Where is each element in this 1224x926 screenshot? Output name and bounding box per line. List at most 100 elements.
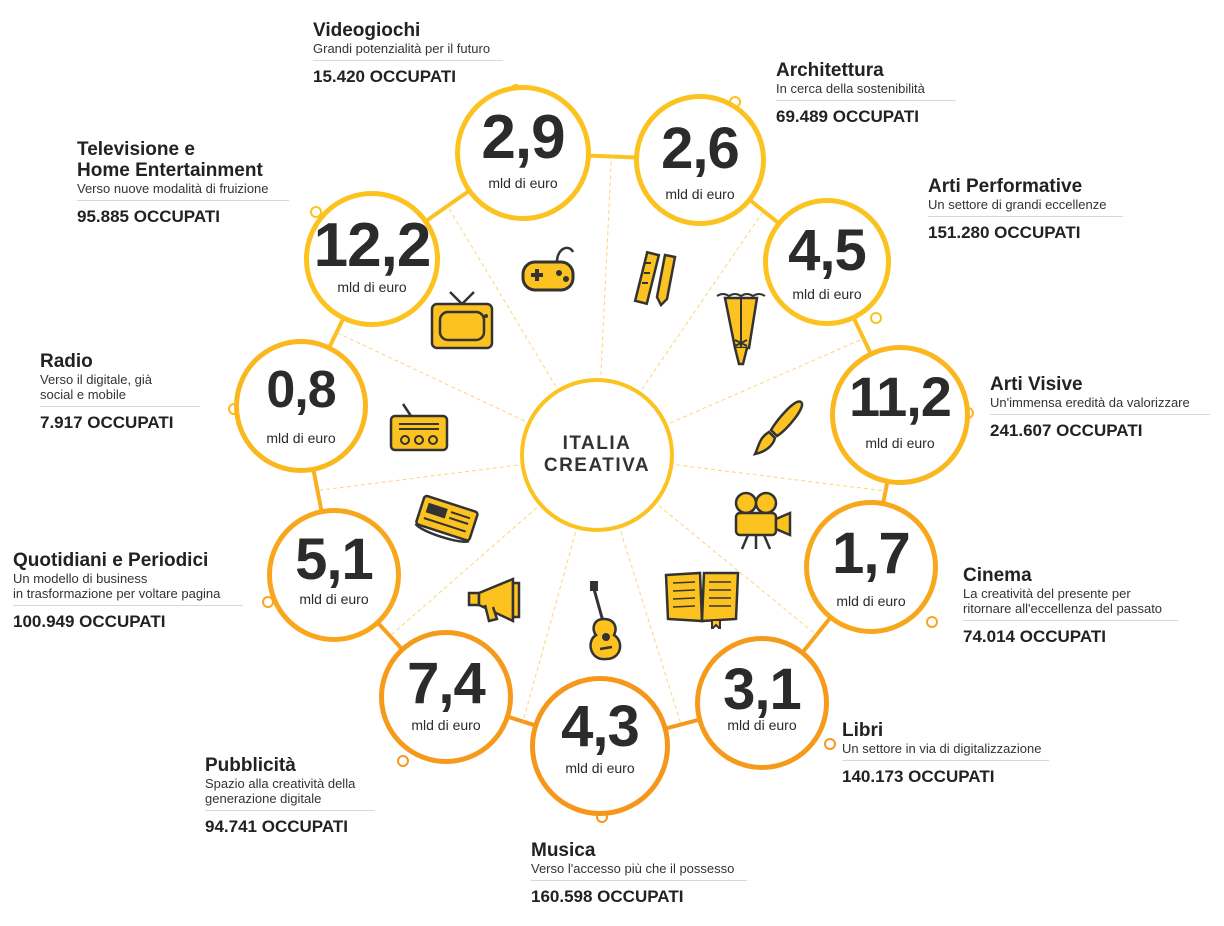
label-divider	[776, 100, 956, 101]
sector-unit: mld di euro	[266, 430, 336, 446]
sector-label-radio: Radio Verso il digitale, già social e mob…	[40, 351, 200, 433]
sector-unit: mld di euro	[665, 186, 735, 202]
sector-description: Un settore in via di digitalizzazione	[842, 741, 1042, 756]
divider-line	[641, 210, 764, 390]
ballet-legs-icon	[713, 290, 769, 375]
sector-description: Verso l'accesso più che il possesso	[531, 861, 735, 876]
label-divider	[531, 880, 747, 881]
sector-description: Spazio alla creatività della generazione…	[205, 776, 356, 806]
sector-unit: mld di euro	[727, 717, 797, 733]
guitar-icon	[578, 579, 630, 670]
sector-name: Radio	[40, 351, 93, 372]
sector-label-televisione: Televisione e Home Entertainment Verso nu…	[77, 139, 289, 227]
sector-employees: 151.280 OCCUPATI	[928, 223, 1081, 242]
label-divider	[77, 200, 289, 201]
sector-employees: 241.607 OCCUPATI	[990, 421, 1143, 440]
sector-value: 7,4	[407, 651, 486, 716]
sector-circle-libri: 3,1 mld di euro	[695, 636, 829, 770]
sector-value: 5,1	[295, 527, 374, 592]
sector-value: 4,5	[788, 218, 867, 283]
sector-label-arti-performative: Arti Performative Un settore di grandi ec…	[928, 176, 1123, 243]
sector-value: 11,2	[849, 365, 952, 428]
sector-unit: mld di euro	[865, 435, 935, 451]
sector-unit: mld di euro	[488, 175, 558, 191]
sector-circle-pubblicita: 7,4 mld di euro	[379, 630, 513, 764]
sector-name: Pubblicità	[205, 755, 296, 776]
divider-line	[447, 205, 557, 387]
sector-circle-quotidiani: 5,1 mld di euro	[267, 508, 401, 642]
divider-line	[389, 507, 538, 637]
sector-value: 12,2	[313, 211, 432, 280]
sector-value: 1,7	[832, 521, 911, 586]
label-divider	[990, 414, 1210, 415]
sector-unit: mld di euro	[565, 760, 635, 776]
movie-camera-icon	[728, 489, 796, 558]
anchor-dot	[870, 312, 882, 324]
divider-line	[676, 464, 886, 492]
sector-employees: 69.489 OCCUPATI	[776, 107, 919, 126]
sector-circle-videogiochi: 2,9 mld di euro	[455, 85, 591, 221]
sector-name: Arti Performative	[928, 176, 1083, 197]
sector-employees: 15.420 OCCUPATI	[313, 67, 456, 86]
label-divider	[842, 760, 1049, 761]
sector-employees: 140.173 OCCUPATI	[842, 767, 995, 786]
sector-label-pubblicita: Pubblicità Spazio alla creatività della g…	[205, 755, 375, 837]
sector-name: Videogiochi	[313, 20, 421, 41]
sector-label-videogiochi: Videogiochi Grandi potenzialità per il fu…	[313, 20, 503, 87]
sector-circle-architettura: 2,6 mld di euro	[634, 94, 766, 226]
sector-description: Un settore di grandi eccellenze	[928, 197, 1107, 212]
sector-label-arti-visive: Arti Visive Un'immensa eredità da valoriz…	[990, 374, 1210, 441]
sector-employees: 74.014 OCCUPATI	[963, 627, 1106, 646]
sector-description: La creatività del presente per ritornare…	[963, 586, 1163, 616]
sector-employees: 94.741 OCCUPATI	[205, 817, 348, 836]
sector-employees: 100.949 OCCUPATI	[13, 612, 166, 631]
divider-line	[670, 338, 864, 424]
sector-unit: mld di euro	[299, 591, 369, 607]
sector-description: Grandi potenzialità per il futuro	[313, 41, 491, 56]
sector-label-libri: Libri Un settore in via di digitalizzazio…	[842, 720, 1049, 787]
sector-description: Un modello di business in trasformazione…	[13, 571, 221, 601]
sector-circle-arti-performative: 4,5 mld di euro	[763, 198, 891, 326]
sector-employees: 160.598 OCCUPATI	[531, 887, 684, 906]
label-divider	[205, 810, 375, 811]
label-divider	[13, 605, 243, 606]
label-divider	[40, 406, 200, 407]
tv-icon	[426, 288, 498, 361]
sector-circle-televisione: 12,2 mld di euro	[304, 191, 440, 327]
sector-description: Verso il digitale, già social e mobile	[40, 372, 153, 402]
sector-name: Cinema	[963, 565, 1032, 586]
sector-name: Musica	[531, 840, 596, 861]
label-divider	[963, 620, 1178, 621]
anchor-dot	[397, 755, 409, 767]
ruler-pencil-icon	[627, 247, 691, 316]
sector-value: 0,8	[266, 361, 336, 419]
paintbrush-icon	[747, 396, 811, 465]
sector-employees: 7.917 OCCUPATI	[40, 413, 174, 432]
newspaper-icon	[410, 493, 482, 554]
sector-circle-musica: 4,3 mld di euro	[530, 676, 670, 816]
divider-line	[620, 531, 682, 725]
sector-name: Televisione e Home Entertainment	[77, 139, 263, 181]
sector-value: 2,9	[481, 103, 565, 172]
anchor-dot	[824, 738, 836, 750]
radio-icon	[387, 402, 451, 459]
label-divider	[313, 60, 503, 61]
sector-unit: mld di euro	[836, 593, 906, 609]
open-book-icon	[662, 565, 742, 634]
sector-description: Verso nuove modalità di fruizione	[77, 181, 269, 196]
label-divider	[928, 216, 1123, 217]
sector-unit: mld di euro	[411, 717, 481, 733]
sector-unit: mld di euro	[337, 279, 407, 295]
sector-circle-cinema: 1,7 mld di euro	[804, 500, 938, 634]
sector-name: Arti Visive	[990, 374, 1083, 395]
divider-line	[600, 156, 612, 376]
center-circle: ITALIA CREATIVA	[520, 378, 674, 532]
gamepad-icon	[517, 240, 581, 309]
megaphone-icon	[465, 573, 529, 634]
sector-name: Quotidiani e Periodici	[13, 550, 209, 571]
sector-unit: mld di euro	[792, 286, 862, 302]
sector-description: In cerca della sostenibilità	[776, 81, 925, 96]
sector-circle-arti-visive: 11,2 mld di euro	[830, 345, 970, 485]
sector-value: 3,1	[723, 657, 802, 722]
